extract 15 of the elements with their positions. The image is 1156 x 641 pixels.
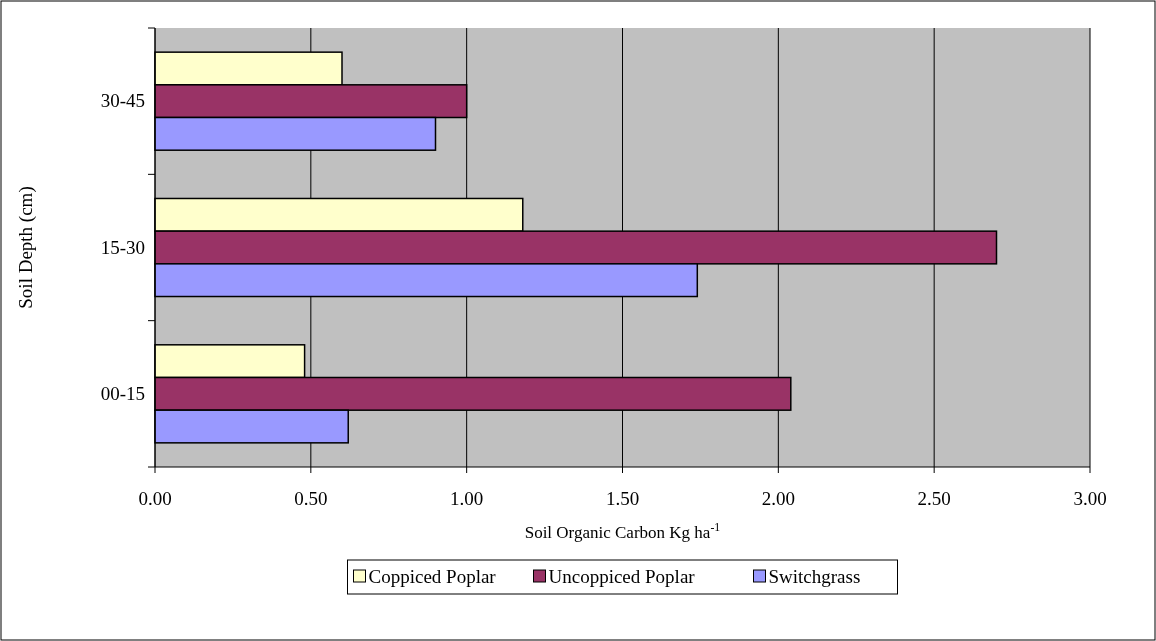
x-tick-label: 2.00 [761, 488, 795, 509]
legend-label: Coppiced Poplar [368, 566, 497, 587]
legend-label: Switchgrass [768, 566, 861, 587]
x-tick-label: 0.50 [294, 488, 328, 509]
x-tick-label: 3.00 [1073, 488, 1107, 509]
y-tick-label: 30-45 [100, 90, 145, 112]
x-axis-title: Soil Organic Carbon Kg ha$^{-1}$ [524, 520, 721, 542]
legend-label: Uncoppiced Poplar [548, 566, 696, 587]
x-tick-label: 1.50 [605, 488, 640, 509]
y-axis-title: Soil Depth (cm) [15, 186, 37, 309]
x-tick-label: 2.50 [917, 488, 951, 509]
x-tick-label: 1.00 [450, 488, 484, 509]
x-tick-label: 0.00 [138, 488, 172, 509]
y-tick-label: 00-15 [100, 382, 145, 404]
y-tick-label: 15-30 [100, 236, 145, 258]
